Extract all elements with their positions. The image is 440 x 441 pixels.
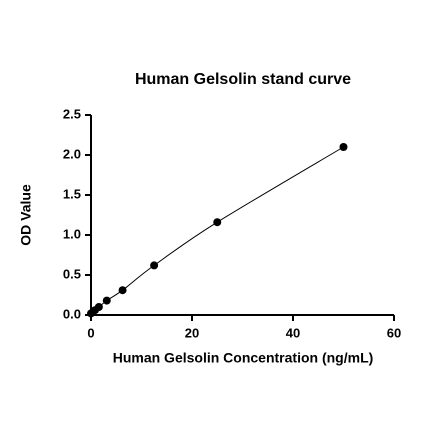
x-tick-label: 60 bbox=[387, 325, 401, 340]
y-tick-label: 1.5 bbox=[63, 186, 81, 201]
chart-title: Human Gelsolin stand curve bbox=[135, 71, 351, 88]
data-point bbox=[150, 261, 159, 270]
y-axis-title: OD Value bbox=[18, 184, 34, 246]
data-point bbox=[102, 296, 111, 305]
y-tick-label: 2.5 bbox=[63, 106, 81, 121]
fit-curve bbox=[90, 146, 344, 314]
data-point bbox=[118, 286, 127, 295]
data-point bbox=[339, 143, 348, 151]
x-axis-title: Human Gelsolin Concentration (ng/mL) bbox=[113, 350, 374, 366]
y-tick-label: 0.0 bbox=[63, 306, 81, 321]
y-tick-label: 2.0 bbox=[63, 146, 81, 161]
x-tick-label: 40 bbox=[286, 325, 300, 340]
data-point bbox=[213, 218, 222, 227]
x-tick-label: 20 bbox=[185, 325, 199, 340]
y-tick-label: 1.0 bbox=[63, 226, 81, 241]
data-point bbox=[94, 303, 103, 311]
y-tick-label: 0.5 bbox=[63, 266, 81, 281]
x-tick-label: 0 bbox=[87, 325, 94, 340]
